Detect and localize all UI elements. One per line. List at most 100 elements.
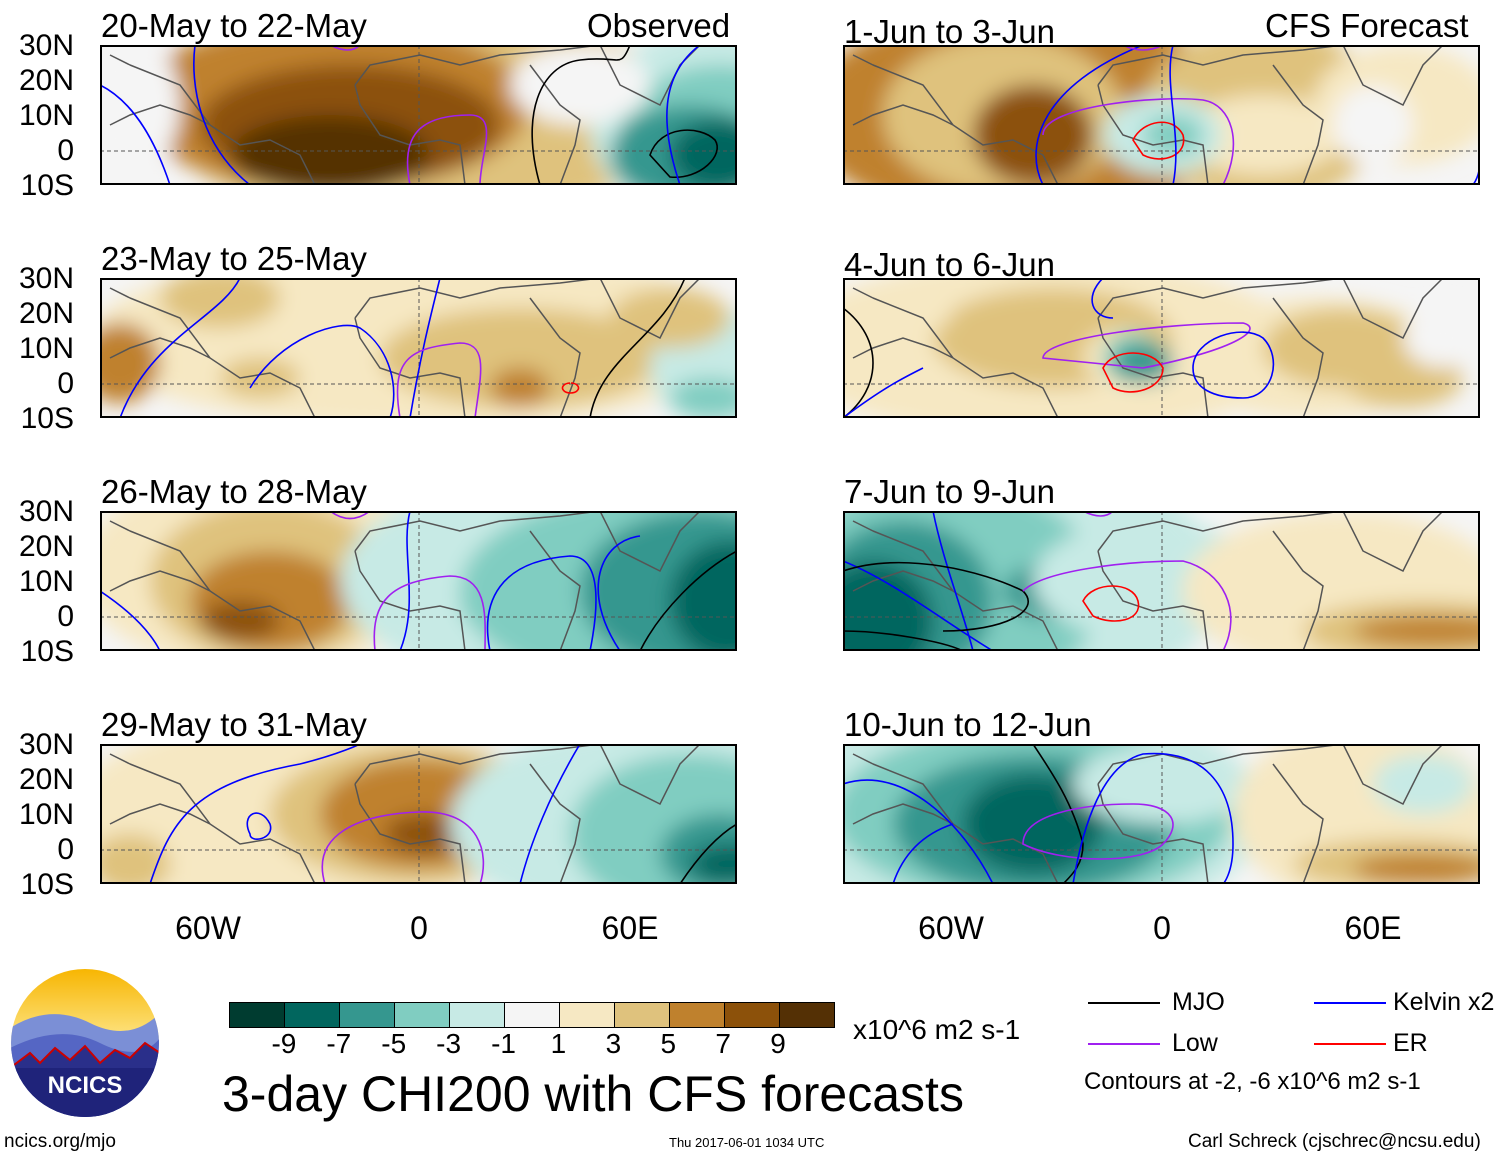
- lat-label: 0: [57, 600, 74, 633]
- lat-label: 30N: [18, 728, 74, 761]
- panel-title: 7-Jun to 9-Jun: [844, 473, 1055, 510]
- wave-contour: [100, 590, 161, 651]
- lat-label: 10S: [20, 868, 74, 901]
- wave-contour: [246, 812, 272, 840]
- colorbar-swatch: [779, 1003, 834, 1027]
- lon-label: 0: [1153, 910, 1171, 946]
- anomaly-region: [1183, 95, 1343, 175]
- lat-label: 10N: [18, 99, 74, 132]
- anomaly-region: [230, 115, 430, 185]
- panel-title: 4-Jun to 6-Jun: [844, 246, 1055, 283]
- anomaly-region: [1353, 854, 1480, 884]
- coastline: [109, 744, 701, 884]
- panel-title: 1-Jun to 3-Jun: [844, 13, 1055, 50]
- map-panel: [843, 511, 1480, 651]
- panel-title: 26-May to 28-May: [101, 473, 367, 510]
- wave-contour: [1102, 352, 1164, 393]
- wave-contour: [1035, 45, 1144, 185]
- colorbar-swatch: [614, 1003, 669, 1027]
- logo-text: NCICS: [48, 1072, 123, 1099]
- panel-title: 29-May to 31-May: [101, 706, 367, 743]
- map-panel: [100, 278, 737, 418]
- legend-label-low: Low: [1172, 1029, 1218, 1057]
- coastline: [852, 744, 1444, 884]
- lon-label: 60W: [175, 910, 241, 946]
- wave-contour: [639, 550, 737, 651]
- panel-frame: [843, 278, 1480, 418]
- lon-label: 60W: [918, 910, 984, 946]
- panel-frame: [100, 744, 737, 884]
- legend-line-kelvin: [1314, 1002, 1386, 1004]
- wave-contour: [531, 45, 631, 185]
- coastline: [109, 511, 701, 651]
- wave-contour: [649, 129, 718, 178]
- colorbar-swatch: [504, 1003, 559, 1027]
- lat-label: 10S: [20, 635, 74, 668]
- legend-line-low: [1088, 1043, 1160, 1045]
- colorbar-tick-label: -7: [326, 1028, 352, 1059]
- lat-label: 0: [57, 833, 74, 866]
- panel-frame: [100, 511, 737, 651]
- wave-contour: [1032, 744, 1084, 884]
- wave-contour: [1082, 585, 1140, 622]
- wave-contour: [409, 278, 441, 418]
- wave-contour: [321, 811, 485, 884]
- wave-contour: [1022, 803, 1174, 860]
- wave-contour: [399, 511, 411, 651]
- colorbar-tick-label: -5: [381, 1028, 407, 1059]
- colorbar-tick-label: 3: [605, 1028, 622, 1059]
- legend-label-er: ER: [1393, 1029, 1428, 1057]
- colorbar-swatch: [339, 1003, 394, 1027]
- footer-url[interactable]: ncics.org/mjo: [4, 1131, 116, 1152]
- lat-label: 10S: [20, 402, 74, 435]
- ncics-logo: NCICS: [11, 969, 159, 1117]
- anomaly-region: [460, 561, 580, 641]
- figure-title: 3-day CHI200 with CFS forecasts: [222, 1066, 964, 1122]
- wave-contour: [843, 630, 964, 651]
- wave-contour: [843, 779, 994, 884]
- panel-title: 10-Jun to 12-Jun: [844, 706, 1092, 743]
- wave-contour: [100, 84, 171, 185]
- legend: MJO Kelvin x2 Low ER: [1088, 988, 1508, 1068]
- wave-contour: [843, 560, 994, 651]
- legend-line-mjo: [1088, 1002, 1160, 1004]
- colorbar-tick-label: 7: [715, 1028, 731, 1059]
- wave-contour: [597, 535, 641, 651]
- wave-contour: [679, 823, 737, 884]
- lat-label: 0: [57, 134, 74, 167]
- wave-contour: [843, 307, 874, 418]
- lon-label: 60E: [601, 910, 659, 946]
- anomaly-region: [670, 120, 737, 185]
- panel-title: 20-May to 22-May: [101, 7, 367, 44]
- coastline: [852, 278, 1444, 418]
- wave-contour: [149, 744, 361, 884]
- lat-label: 0: [57, 367, 74, 400]
- contour-note: Contours at -2, -6 x10^6 m2 s-1: [1084, 1068, 1421, 1095]
- footer-credit: Carl Schreck (cjschrec@ncsu.edu): [1188, 1131, 1481, 1152]
- wave-contour: [1169, 45, 1177, 185]
- map-panel: [100, 45, 737, 185]
- footer-timestamp: Thu 2017-06-01 1034 UTC: [669, 1135, 825, 1150]
- legend-line-er: [1314, 1043, 1386, 1045]
- wave-contour: [373, 575, 486, 651]
- wave-contour: [589, 278, 686, 418]
- wave-contour: [1022, 560, 1232, 651]
- legend-label-mjo: MJO: [1172, 988, 1225, 1016]
- map-panel: [843, 744, 1480, 884]
- legend-label-kelvin: Kelvin x2: [1393, 988, 1495, 1016]
- anomaly-region: [510, 45, 650, 125]
- wave-contour: [892, 823, 954, 884]
- colorbar-tick-label: 1: [550, 1028, 567, 1059]
- panel-frame: [100, 278, 737, 418]
- anomaly-region: [670, 378, 737, 418]
- lat-label: 20N: [18, 64, 74, 97]
- colorbar-swatch: [230, 1003, 284, 1027]
- coastline: [852, 45, 1444, 185]
- wave-contour: [519, 744, 581, 884]
- colorbar-units: x10^6 m2 s-1: [853, 1014, 1021, 1045]
- observed-column-header: Observed: [587, 7, 731, 44]
- anomaly-region: [220, 358, 300, 398]
- colorbar-swatch: [724, 1003, 779, 1027]
- wave-contour: [406, 114, 488, 185]
- colorbar-tick-label: -1: [491, 1028, 516, 1059]
